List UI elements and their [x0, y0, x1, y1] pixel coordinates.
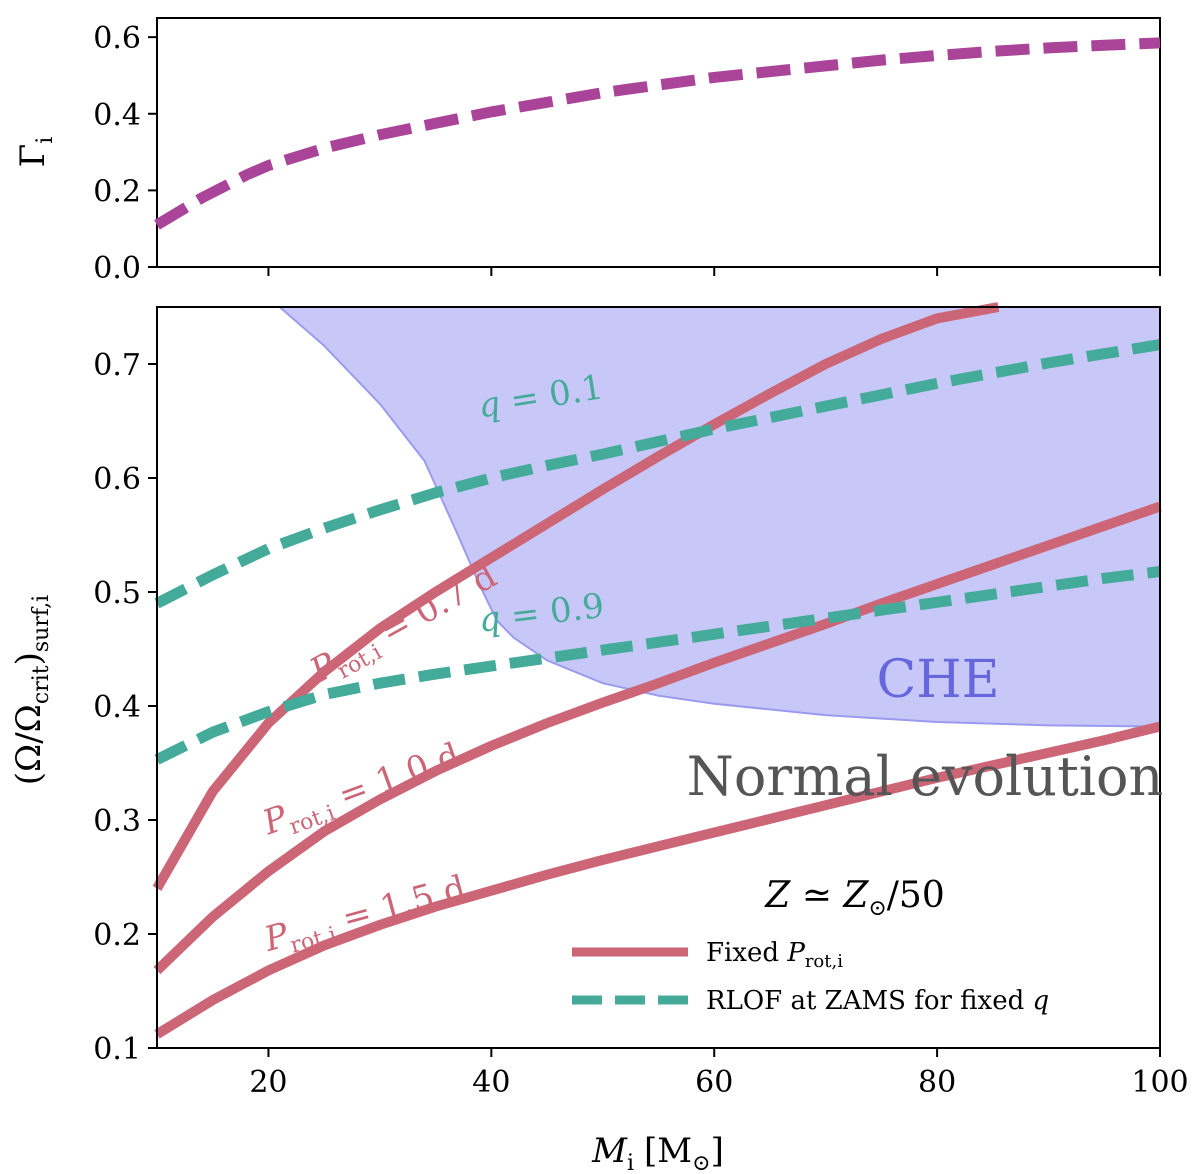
bottom-ytick-label: 0.1 — [93, 1032, 141, 1067]
label-prot-15: Prot,i = 1.5 d — [259, 868, 471, 965]
che-region — [276, 306, 1161, 728]
che-label: CHE — [876, 650, 999, 710]
x-axis-label: Mi [M⊙] — [591, 1131, 724, 1174]
bottom-xtick-label: 80 — [918, 1065, 956, 1100]
label-prot-10: Prot,i = 1.0 d — [257, 735, 467, 848]
top-y-ticks: 0.0 0.2 0.4 0.6 — [93, 21, 157, 286]
bottom-panel: 0.1 0.2 0.3 0.4 0.5 0.6 0.7 20 40 60 80 100 Prot,i… — [9, 302, 1189, 1174]
bottom-y-axis-label: (Ω/Ωcrit)surf,i — [9, 595, 54, 785]
bottom-curves — [152, 302, 1162, 1039]
bottom-ytick-label: 0.2 — [93, 918, 141, 953]
curve-q-0.9 — [154, 566, 1161, 765]
top-ytick-label: 0.4 — [93, 98, 141, 133]
metallicity-label: Z ≃ Z⊙/50 — [764, 875, 944, 921]
curve-Prot-1.5d — [154, 721, 1162, 1039]
bottom-xtick-label: 40 — [472, 1065, 510, 1100]
top-panel: 0.0 0.2 0.4 0.6 Γi — [13, 17, 1161, 286]
bottom-ytick-label: 0.6 — [93, 462, 141, 497]
top-y-axis-label: Γi — [13, 137, 58, 168]
normal-evolution-label: Normal evolution — [687, 745, 1164, 808]
top-x-ticks — [267, 267, 1161, 276]
bottom-xtick-label: 60 — [695, 1065, 733, 1100]
bottom-x-ticks: 20 40 60 80 100 — [249, 1048, 1189, 1100]
bottom-ytick-label: 0.4 — [93, 690, 141, 725]
bottom-ytick-label: 0.5 — [93, 576, 141, 611]
bottom-ytick-label: 0.7 — [93, 348, 141, 383]
bottom-xtick-label: 100 — [1131, 1065, 1188, 1100]
legend-label-rot: Fixed Prot,i — [706, 938, 843, 972]
top-curves — [154, 37, 1161, 230]
bottom-y-ticks: 0.1 0.2 0.3 0.4 0.5 0.6 0.7 — [93, 348, 157, 1067]
label-prot-07: Prot,i = 0.7 d — [303, 556, 506, 696]
bottom-ytick-label: 0.3 — [93, 804, 141, 839]
legend: Fixed Prot,i RLOF at ZAMS for fixed q — [572, 938, 1049, 1016]
bottom-xtick-label: 20 — [249, 1065, 287, 1100]
curve-q-0.1 — [154, 339, 1161, 609]
curve-Prot-1.0d — [153, 501, 1162, 975]
top-ytick-label: 0.6 — [93, 21, 141, 56]
bottom-panel-frame — [156, 306, 1161, 1049]
gamma-curve — [154, 37, 1161, 230]
top-ytick-label: 0.0 — [93, 251, 141, 286]
top-ytick-label: 0.2 — [93, 174, 141, 209]
top-panel-frame — [156, 17, 1161, 268]
legend-label-rlof: RLOF at ZAMS for fixed q — [706, 986, 1049, 1016]
